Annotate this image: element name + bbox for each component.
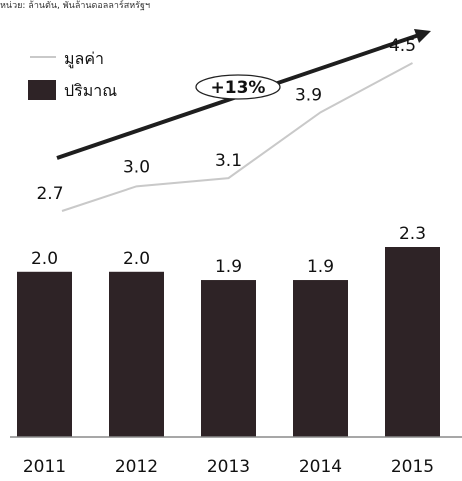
line-value-label: 3.9 (295, 85, 322, 105)
line-value-label: 3.0 (123, 157, 150, 177)
bar-value-label: 1.9 (307, 257, 334, 277)
bar-2012 (109, 271, 164, 437)
line-value-label: 2.7 (36, 184, 63, 204)
x-tick-label: 2013 (207, 457, 250, 477)
bar-2015 (385, 247, 440, 437)
bar-2013 (201, 280, 256, 437)
bar-2014 (293, 280, 348, 437)
legend-label-value: มูลค่า (64, 49, 104, 69)
growth-badge-ellipse (195, 74, 281, 100)
line-value-label: 4.5 (389, 36, 416, 56)
legend-bar-swatch (28, 80, 56, 100)
x-tick-label: 2014 (299, 457, 342, 477)
legend-label-volume: ปริมาณ (64, 81, 117, 100)
trend-arrow-head (414, 29, 431, 43)
bar-2011 (17, 271, 72, 437)
line-value-label: 3.1 (215, 151, 242, 171)
x-tick-label: 2011 (23, 457, 66, 477)
bar-value-label: 2.0 (123, 249, 150, 269)
line-series-value (61, 62, 413, 212)
x-tick-label: 2012 (115, 457, 158, 477)
bar-value-label: 2.0 (31, 249, 58, 269)
bar-value-label: 2.3 (399, 224, 426, 244)
bar-value-label: 1.9 (215, 257, 242, 277)
growth-badge-label: +13% (211, 78, 266, 98)
header-note: หน่วย: ล้านตัน, พันล้านดอลลาร์สหรัฐฯ (0, 1, 150, 11)
x-tick-label: 2015 (391, 457, 434, 477)
